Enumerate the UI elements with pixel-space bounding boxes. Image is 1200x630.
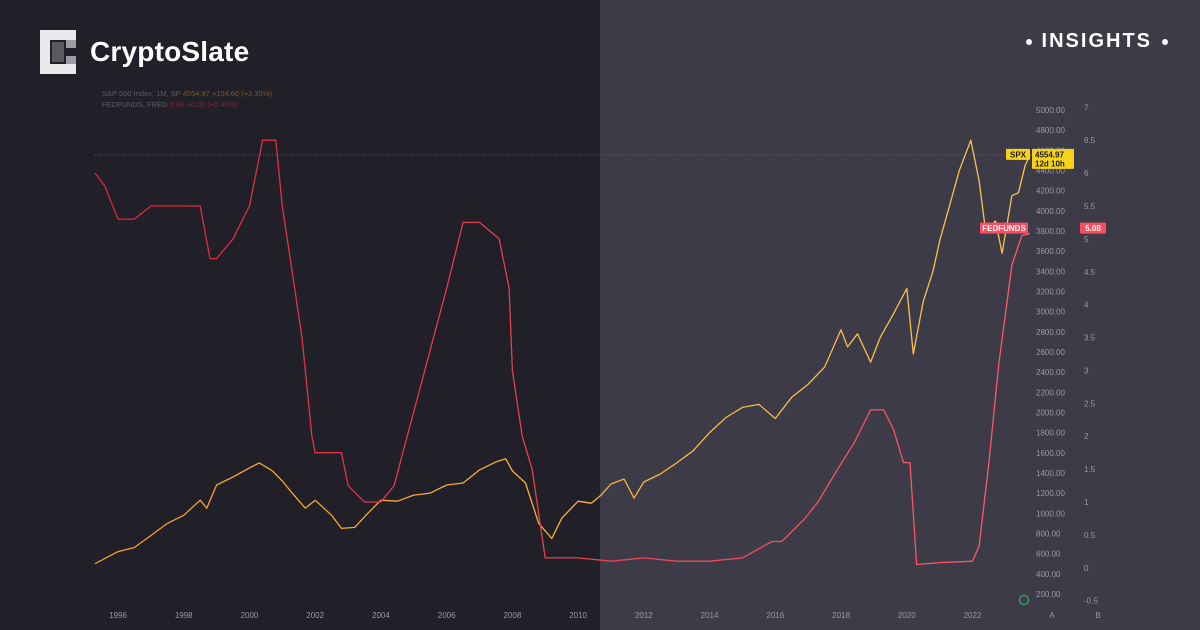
spx-axis-tick-label: 3400.00 <box>1036 267 1065 276</box>
x-tick-label: 2002 <box>306 611 324 620</box>
spx-axis-tick-label: 4000.00 <box>1036 207 1065 216</box>
spx-axis-tick-label: 3600.00 <box>1036 247 1065 256</box>
x-tick-label: 2004 <box>372 611 390 620</box>
spx-value-text: 4554.97 <box>1035 150 1064 159</box>
x-tick-label: 2006 <box>438 611 456 620</box>
fed-axis-tick-label: 7 <box>1084 103 1089 112</box>
legend-row-spx[interactable]: S&P 500 Index, 1M, SP 4554.97 +104.60 (+… <box>102 88 272 99</box>
spx-axis-tick-label: 4200.00 <box>1036 187 1065 196</box>
x-tick-label: 2010 <box>569 611 587 620</box>
spx-axis-tick-label: 3200.00 <box>1036 288 1065 297</box>
spx-axis-tick-label: 1400.00 <box>1036 469 1065 478</box>
legend-row-fed[interactable]: FEDFUNDS, FRED 5.08 +0.02 (+0.40%) <box>102 99 272 110</box>
x-tick-label: 2008 <box>503 611 521 620</box>
dot-icon <box>1162 38 1168 45</box>
spx-axis-tick-label: 4400.00 <box>1036 167 1065 176</box>
fed-axis-tick-label: -0.5 <box>1084 597 1098 606</box>
fed-axis-tick-label: 4 <box>1084 301 1089 310</box>
x-tick-label: 2022 <box>964 611 982 620</box>
spx-name-tag-text: SPX <box>1010 150 1027 159</box>
spx-axis-tick-label: 600.00 <box>1036 550 1061 559</box>
legend-values: 4554.97 +104.60 (+2.35%) <box>182 89 272 98</box>
fed-axis-tick-label: 3 <box>1084 366 1089 375</box>
spx-axis-tick-label: 2400.00 <box>1036 368 1065 377</box>
dot-icon <box>1025 38 1032 45</box>
spx-axis-tick-label: 1200.00 <box>1036 489 1065 498</box>
spx-name-tag <box>1006 148 1030 160</box>
fed-axis-tick-label: 5 <box>1084 235 1089 244</box>
fed-axis-tick-label: 6.5 <box>1084 136 1096 145</box>
x-tick-label: 2020 <box>898 611 916 620</box>
fed-axis-tick-label: 6 <box>1084 169 1089 178</box>
x-tick-label: 2014 <box>701 611 719 620</box>
fed-value-tag <box>1080 222 1106 234</box>
x-tick-label: 2018 <box>832 611 850 620</box>
axis-scale-label: B <box>1095 611 1100 620</box>
fed-axis-tick-label: 4.5 <box>1084 268 1096 277</box>
x-tick-label: 1996 <box>109 611 127 620</box>
spx-axis-tick-label: 200.00 <box>1036 590 1061 599</box>
right-shaded-panel <box>600 0 1200 630</box>
spx-countdown-text: 12d 10h <box>1035 159 1065 168</box>
chart-legend: S&P 500 Index, 1M, SP 4554.97 +104.60 (+… <box>102 88 272 110</box>
brand-name: CryptoSlate <box>90 36 250 67</box>
spx-axis-tick-label: 3800.00 <box>1036 227 1065 236</box>
spx-axis-tick-label: 2200.00 <box>1036 388 1065 397</box>
spx-axis-tick-label: 400.00 <box>1036 570 1061 579</box>
fed-axis-tick-label: 3.5 <box>1084 334 1096 343</box>
fed-axis-tick-label: 1 <box>1084 498 1089 507</box>
cryptoslate-logo-icon <box>40 30 76 74</box>
insights-label: INSIGHTS <box>1041 30 1152 52</box>
insights-badge: INSIGHTS <box>1025 30 1168 53</box>
spx-axis-tick-label: 1800.00 <box>1036 429 1065 438</box>
legend-label: S&P 500 Index, 1M, SP <box>102 89 181 98</box>
spx-axis-tick-label: 2000.00 <box>1036 408 1065 417</box>
x-tick-label: 1998 <box>175 611 193 620</box>
x-tick-label: 2000 <box>241 611 259 620</box>
fed-axis-tick-label: 1.5 <box>1084 465 1096 474</box>
spx-axis-tick-label: 5000.00 <box>1036 106 1065 115</box>
spx-series-line <box>94 139 1031 565</box>
spx-axis-tick-label: 800.00 <box>1036 529 1061 538</box>
axis-scale-label: A <box>1049 611 1055 620</box>
fed-axis-tick-label: 2.5 <box>1084 399 1096 408</box>
spx-axis-tick-label: 2600.00 <box>1036 348 1065 357</box>
spx-axis-tick-label: 1000.00 <box>1036 509 1065 518</box>
brand-logo[interactable]: CryptoSlate <box>40 30 249 74</box>
spx-axis-tick-label: 3000.00 <box>1036 308 1065 317</box>
fed-value-text: 5.08 <box>1085 224 1101 233</box>
legend-values: 5.08 +0.02 (+0.40%) <box>169 100 238 109</box>
fed-name-tag-text: FEDFUNDS <box>982 224 1026 233</box>
fed-axis-tick-label: 5.5 <box>1084 202 1096 211</box>
fedfunds-series-line <box>94 139 1031 566</box>
refresh-icon <box>1019 595 1029 605</box>
fed-axis-tick-label: 0 <box>1084 564 1089 573</box>
x-tick-label: 2016 <box>766 611 784 620</box>
x-tick-label: 2012 <box>635 611 653 620</box>
fed-axis-tick-label: 0.5 <box>1084 531 1096 540</box>
spx-axis-tick-label: 2800.00 <box>1036 328 1065 337</box>
spx-value-tag <box>1032 148 1074 169</box>
fed-name-tag <box>980 222 1028 234</box>
legend-label: FEDFUNDS, FRED <box>102 100 168 109</box>
spx-axis-tick-label: 4800.00 <box>1036 126 1065 135</box>
fed-axis-tick-label: 2 <box>1084 432 1089 441</box>
spx-axis-tick-label: 1600.00 <box>1036 449 1065 458</box>
